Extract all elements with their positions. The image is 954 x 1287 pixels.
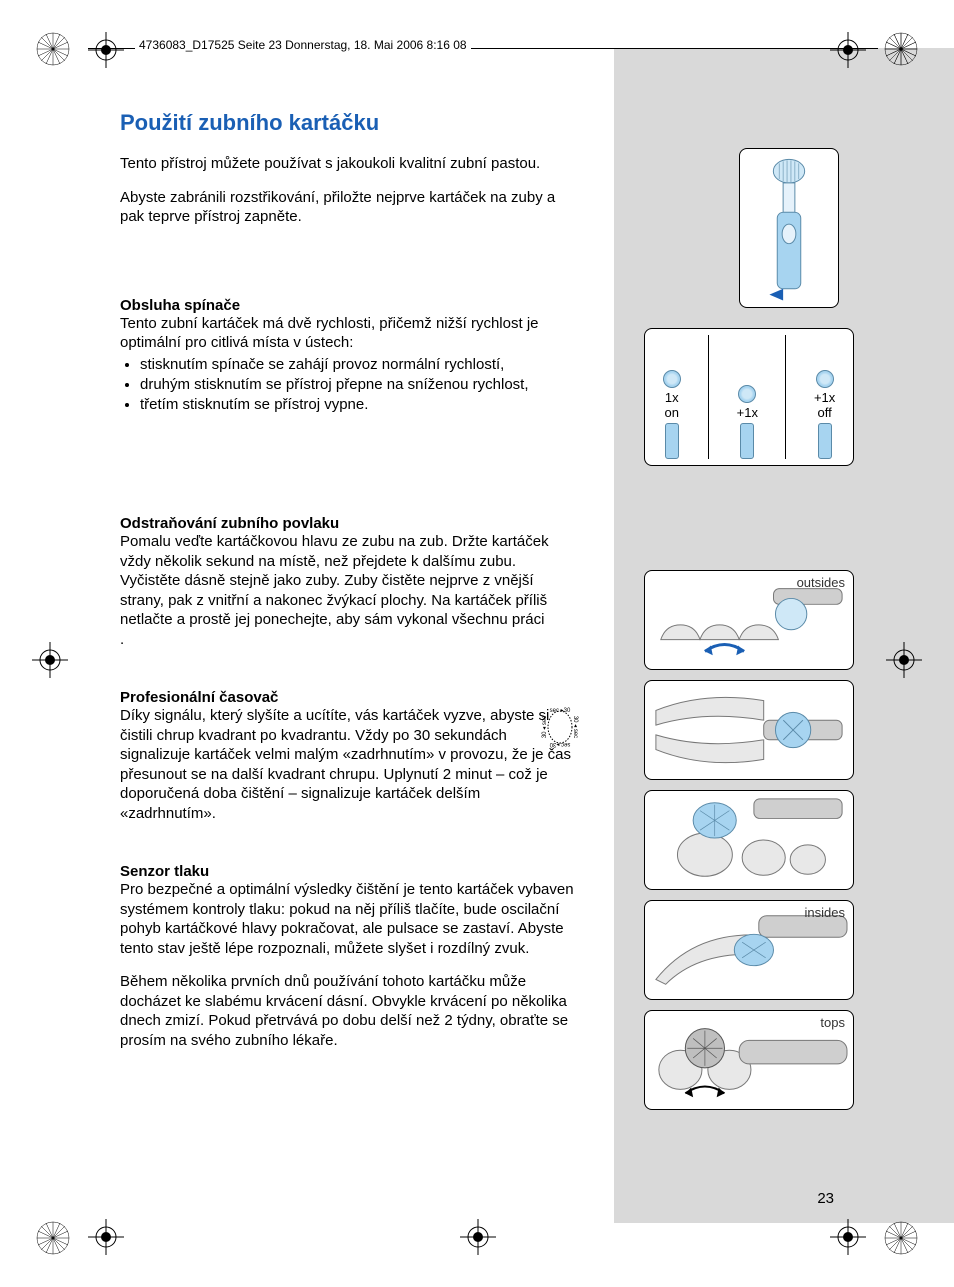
svg-text:sec ▸30: sec ▸30 bbox=[550, 708, 571, 714]
illus-label-tops: tops bbox=[820, 1015, 845, 1030]
registration-crosshair-icon bbox=[886, 642, 922, 678]
timer-30sec-icon: sec ▸30 sec ▸30 30 ◂ sec 30 ◂ sec bbox=[538, 705, 582, 749]
illustration-toothbrush bbox=[739, 148, 839, 308]
section2-p2: Vyčistěte dásně stejně jako zuby. Zuby č… bbox=[120, 571, 580, 630]
subheading-pressure: Senzor tlaku bbox=[120, 863, 580, 880]
section2-p1: Pomalu veďte kartáčkovou hlavu ze zubu n… bbox=[120, 532, 580, 571]
header-imprint: 4736083_D17525 Seite 23 Donnerstag, 18. … bbox=[135, 38, 471, 52]
main-content: Použití zubního kartáčku Tento přístroj … bbox=[120, 110, 580, 1090]
registration-crosshair-icon bbox=[830, 1219, 866, 1255]
switch-mode-1: 1x on bbox=[663, 370, 681, 459]
switch-label-1b: on bbox=[665, 405, 679, 420]
illustration-mouth-open bbox=[644, 680, 854, 780]
section2-dot: . bbox=[120, 630, 580, 650]
switch-label-2a: +1x bbox=[737, 405, 758, 420]
illus-label-outsides: outsides bbox=[797, 575, 845, 590]
section-pressure: Senzor tlaku Pro bezpečné a optimální vý… bbox=[120, 863, 580, 1050]
section4-p1: Pro bezpečné a optimální výsledky čištěn… bbox=[120, 880, 580, 958]
registration-sunburst-icon bbox=[34, 30, 72, 68]
intro-paragraph-1: Tento přístroj můžete používat s jakouko… bbox=[120, 154, 580, 174]
section4-p2: Během několika prvních dnů používání toh… bbox=[120, 972, 580, 1050]
switch-mode-2: +1x bbox=[737, 385, 758, 459]
switch-label-3a: +1x bbox=[814, 390, 835, 405]
registration-crosshair-icon bbox=[88, 1219, 124, 1255]
bullet-item: druhým stisknutím se přístroj přepne na … bbox=[140, 375, 580, 395]
illustration-outsides: outsides bbox=[644, 570, 854, 670]
section-switch: Obsluha spínače Tento zubní kartáček má … bbox=[120, 297, 580, 416]
switch-label-3b: off bbox=[817, 405, 831, 420]
illustration-tops: tops bbox=[644, 1010, 854, 1110]
bullet-item: stisknutím spínače se zahájí provoz norm… bbox=[140, 355, 580, 375]
illustration-single-tooth bbox=[644, 790, 854, 890]
svg-text:30 ◂ sec: 30 ◂ sec bbox=[542, 716, 548, 738]
switch-mode-3: +1x off bbox=[814, 370, 835, 459]
svg-text:sec ▸30: sec ▸30 bbox=[549, 741, 570, 747]
registration-sunburst-icon bbox=[34, 1219, 72, 1257]
svg-text:30 ◂ sec: 30 ◂ sec bbox=[572, 716, 578, 738]
section-plaque: Odstraňování zubního povlaku Pomalu veďt… bbox=[120, 515, 580, 649]
registration-crosshair-icon bbox=[88, 32, 124, 68]
page-number: 23 bbox=[817, 1190, 834, 1207]
intro-paragraph-2: Abyste zabránili rozstřikování, přiložte… bbox=[120, 188, 580, 227]
registration-sunburst-icon bbox=[882, 1219, 920, 1257]
registration-sunburst-icon bbox=[882, 30, 920, 68]
registration-crosshair-icon bbox=[830, 32, 866, 68]
switch-label-1a: 1x bbox=[665, 390, 679, 405]
registration-crosshair-icon bbox=[460, 1219, 496, 1255]
page-title: Použití zubního kartáčku bbox=[120, 110, 580, 136]
subheading-plaque: Odstraňování zubního povlaku bbox=[120, 515, 580, 532]
section-timer: Profesionální časovač Díky signálu, kter… bbox=[120, 689, 580, 823]
registration-crosshair-icon bbox=[32, 642, 68, 678]
illus-label-insides: insides bbox=[805, 905, 845, 920]
bullet-item: třetím stisknutím se přístroj vypne. bbox=[140, 395, 580, 415]
switch-bullets: stisknutím spínače se zahájí provoz norm… bbox=[120, 355, 580, 416]
section3-p1: Díky signálu, který slyšíte a ucítíte, v… bbox=[120, 706, 580, 823]
illustration-insides: insides bbox=[644, 900, 854, 1000]
subheading-timer: Profesionální časovač bbox=[120, 689, 580, 706]
subheading-switch: Obsluha spínače bbox=[120, 297, 580, 314]
section1-lead: Tento zubní kartáček má dvě rychlosti, p… bbox=[120, 314, 580, 353]
illustration-switch-modes: 1x on +1x +1x off bbox=[644, 328, 854, 466]
